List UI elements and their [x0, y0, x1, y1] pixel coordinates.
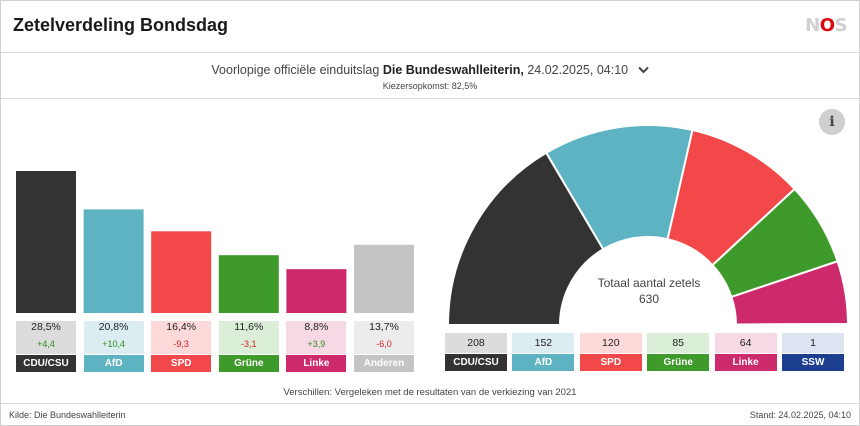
seat-count: 208	[445, 333, 507, 353]
turnout: Kiezersopkomst: 82,5%	[382, 81, 478, 91]
party-name: Linke	[286, 355, 347, 372]
bar-gruene	[218, 255, 279, 313]
seat-count: 152	[512, 333, 575, 353]
source-authority: Die Bundeswahlleiterin,	[382, 63, 524, 77]
party-name: Grüne	[647, 354, 710, 371]
seat-label-gruene: 85 Grüne	[647, 333, 710, 371]
source-prefix: Voorlopige officiële einduitslag	[211, 63, 380, 77]
party-name: CDU/CSU	[16, 355, 76, 372]
vote-change: +10,4	[83, 339, 144, 354]
bar-anderen	[354, 244, 414, 313]
seat-segment-cdu-csu	[446, 151, 605, 326]
seat-label-spd: 120 SPD	[579, 333, 642, 371]
seat-hemicycle	[446, 124, 850, 326]
info-icon[interactable]: i	[819, 109, 845, 135]
header: Zetelverdeling Bondsdag NOS	[1, 1, 859, 53]
vote-change: +3,9	[286, 339, 347, 354]
page-title: Zetelverdeling Bondsdag	[13, 15, 229, 35]
seat-count: 64	[714, 333, 777, 353]
total-seats: Totaal aantal zetels 630	[569, 275, 729, 307]
vote-percentage: 8,8%	[286, 321, 347, 339]
footer-status: Stand: 24.02.2025, 04:10	[749, 410, 851, 420]
vote-percentage: 13,7%	[354, 321, 414, 339]
seat-label-linke: 64 Linke	[714, 333, 777, 371]
total-seats-value: 630	[638, 292, 660, 306]
bar-label-gruene: 11,6% -3,1 Grüne	[218, 319, 279, 373]
bar-cdu-csu	[16, 171, 76, 313]
party-name: AfD	[83, 355, 144, 372]
seat-labels: 208 CDU/CSU 152 AfD 120 SPD 85 Grüne 64 Linke 1 SSW	[445, 333, 855, 373]
party-name: Linke	[714, 354, 777, 371]
nos-logo: NOS	[805, 15, 847, 36]
bar-label-linke: 8,8% +3,9 Linke	[286, 319, 347, 373]
bar-label-afd: 20,8% +10,4 AfD	[83, 319, 144, 373]
vote-change: -9,3	[151, 339, 212, 354]
party-name: SPD	[151, 355, 212, 372]
vote-percentage: 28,5%	[16, 321, 76, 339]
vote-change: +4,4	[16, 339, 76, 354]
bar-linke	[286, 269, 347, 313]
chevron-down-icon[interactable]	[637, 65, 649, 77]
party-name: CDU/CSU	[445, 354, 507, 371]
bar-spd	[151, 231, 212, 313]
vote-bar-chart	[16, 171, 414, 313]
total-seats-label: Totaal aantal zetels	[597, 276, 701, 290]
bar-label-cdu-csu: 28,5% +4,4 CDU/CSU	[16, 319, 76, 373]
footer-source: Kilde: Die Bundeswahlleiterin	[9, 410, 126, 420]
vote-percentage: 11,6%	[218, 321, 279, 339]
vote-percentage: 20,8%	[83, 321, 144, 339]
party-name: AfD	[512, 354, 575, 371]
bar-label-spd: 16,4% -9,3 SPD	[151, 319, 212, 373]
seat-label-afd: 152 AfD	[512, 333, 575, 371]
source-line[interactable]: Voorlopige officiële einduitslag Die Bun…	[1, 63, 859, 77]
bar-labels: 28,5% +4,4 CDU/CSU 20,8% +10,4 AfD 16,4% -9,3 SP…	[1, 319, 431, 375]
vote-change: -3,1	[218, 339, 279, 354]
party-name: Anderen	[354, 355, 414, 372]
seat-label-ssw: 1 SSW	[782, 333, 844, 371]
bar-afd	[83, 209, 144, 313]
bar-label-anderen: 13,7% -6,0 Anderen	[354, 319, 414, 373]
footer: Kilde: Die Bundeswahlleiterin Stand: 24.…	[1, 403, 859, 425]
party-name: Grüne	[218, 355, 279, 372]
party-name: SPD	[579, 354, 642, 371]
seat-count: 1	[782, 333, 844, 353]
vote-percentage: 16,4%	[151, 321, 212, 339]
comparison-note: Verschillen: Vergeleken met de resultate…	[283, 387, 577, 398]
source-timestamp: 24.02.2025, 04:10	[527, 63, 629, 77]
source-selector[interactable]: Voorlopige officiële einduitslag Die Bun…	[1, 53, 859, 99]
seat-count: 85	[647, 333, 710, 353]
seat-segment-ssw	[734, 322, 850, 326]
seat-count: 120	[579, 333, 642, 353]
seat-label-cdu-csu: 208 CDU/CSU	[445, 333, 507, 371]
vote-change: -6,0	[354, 339, 414, 354]
party-name: SSW	[782, 354, 844, 371]
